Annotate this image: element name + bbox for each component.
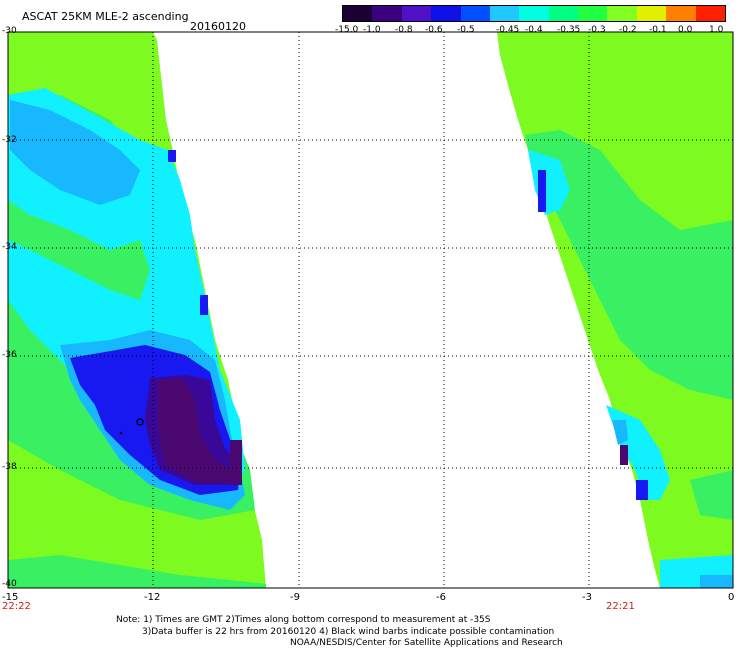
swath-left-bottom: [8, 555, 266, 588]
pixel-blue: [168, 150, 176, 162]
lon-label: -15: [2, 592, 19, 603]
colorbar-label: -1.0: [363, 25, 381, 35]
colorbar-segment: [343, 6, 373, 21]
footnote-line: NOAA/NESDIS/Center for Satellite Applica…: [290, 638, 563, 648]
lat-label: -32: [2, 135, 17, 145]
colorbar-segment: [666, 6, 697, 21]
contamination-marker: [136, 418, 144, 426]
colorbar-label: -0.6: [425, 25, 443, 35]
colorbar-label: -0.35: [557, 25, 581, 35]
lon-label: 0: [728, 592, 735, 603]
lat-label: -38: [2, 462, 17, 472]
colorbar-segment: [401, 6, 432, 21]
colorbar-label: -15.0: [335, 25, 359, 35]
colorbar-label: -0.8: [395, 25, 413, 35]
colorbar-label: -0.5: [457, 25, 475, 35]
lon-label: -3: [582, 592, 592, 603]
lon-label: -6: [436, 592, 446, 603]
colorbar-segment: [548, 6, 579, 21]
pixel-blue: [636, 480, 648, 500]
lat-label: -36: [2, 350, 17, 360]
footnote: Note: 1) Times are GMT 2)Times along bot…: [116, 615, 563, 650]
colorbar-segment: [372, 6, 403, 21]
patch-light-blue: [612, 420, 628, 445]
pixel-blue: [538, 170, 546, 212]
contamination-marker: [119, 431, 123, 435]
swath-left-corner: [8, 575, 40, 588]
swath-right-mid: [525, 130, 733, 400]
pixel-purple: [620, 445, 628, 465]
colorbar-segment: [519, 6, 550, 21]
colorbar-label: 0.0: [678, 25, 693, 35]
colorbar-segment: [460, 6, 491, 21]
colorbar-segment: [607, 6, 638, 21]
patch-light-blue: [10, 100, 140, 205]
colorbar-label: -0.2: [619, 25, 637, 35]
lat-label: -34: [2, 242, 17, 252]
colorbar-label: -0.45: [496, 25, 520, 35]
colorbar-label: -0.4: [525, 25, 543, 35]
colorbar-label: -0.1: [649, 25, 667, 35]
patch-purple: [158, 378, 235, 483]
colorbar-segment: [695, 6, 726, 21]
lon-label: -12: [144, 592, 161, 603]
graticule: [8, 32, 733, 588]
colorbar-label: -0.3: [588, 25, 606, 35]
colorbar-segment: [431, 6, 462, 21]
date-label: 20160120: [190, 20, 246, 33]
time-label-right: 22:21: [606, 601, 635, 612]
patch-green: [8, 200, 150, 300]
colorbar-segment: [489, 6, 520, 21]
colorbar: [342, 5, 726, 22]
title: ASCAT 25KM MLE-2 ascending: [22, 10, 189, 23]
swath-right-corner: [700, 575, 733, 588]
colorbar-segment: [636, 6, 667, 21]
wind-data-swaths: [8, 32, 733, 588]
pixel-purple: [230, 440, 242, 485]
time-label-left: 22:22: [2, 601, 31, 612]
colorbar-segment: [578, 6, 608, 21]
colorbar-label: 1.0: [709, 25, 724, 35]
lat-label: -40: [2, 579, 17, 589]
pixel-blue: [200, 295, 208, 315]
lat-label: -30: [2, 26, 17, 36]
footnote-line: 3)Data buffer is 22 hrs from 20160120 4)…: [142, 626, 555, 637]
patch-green: [690, 470, 733, 520]
lon-label: -9: [290, 592, 300, 603]
footnote-line: Note: 1) Times are GMT 2)Times along bot…: [116, 615, 491, 625]
